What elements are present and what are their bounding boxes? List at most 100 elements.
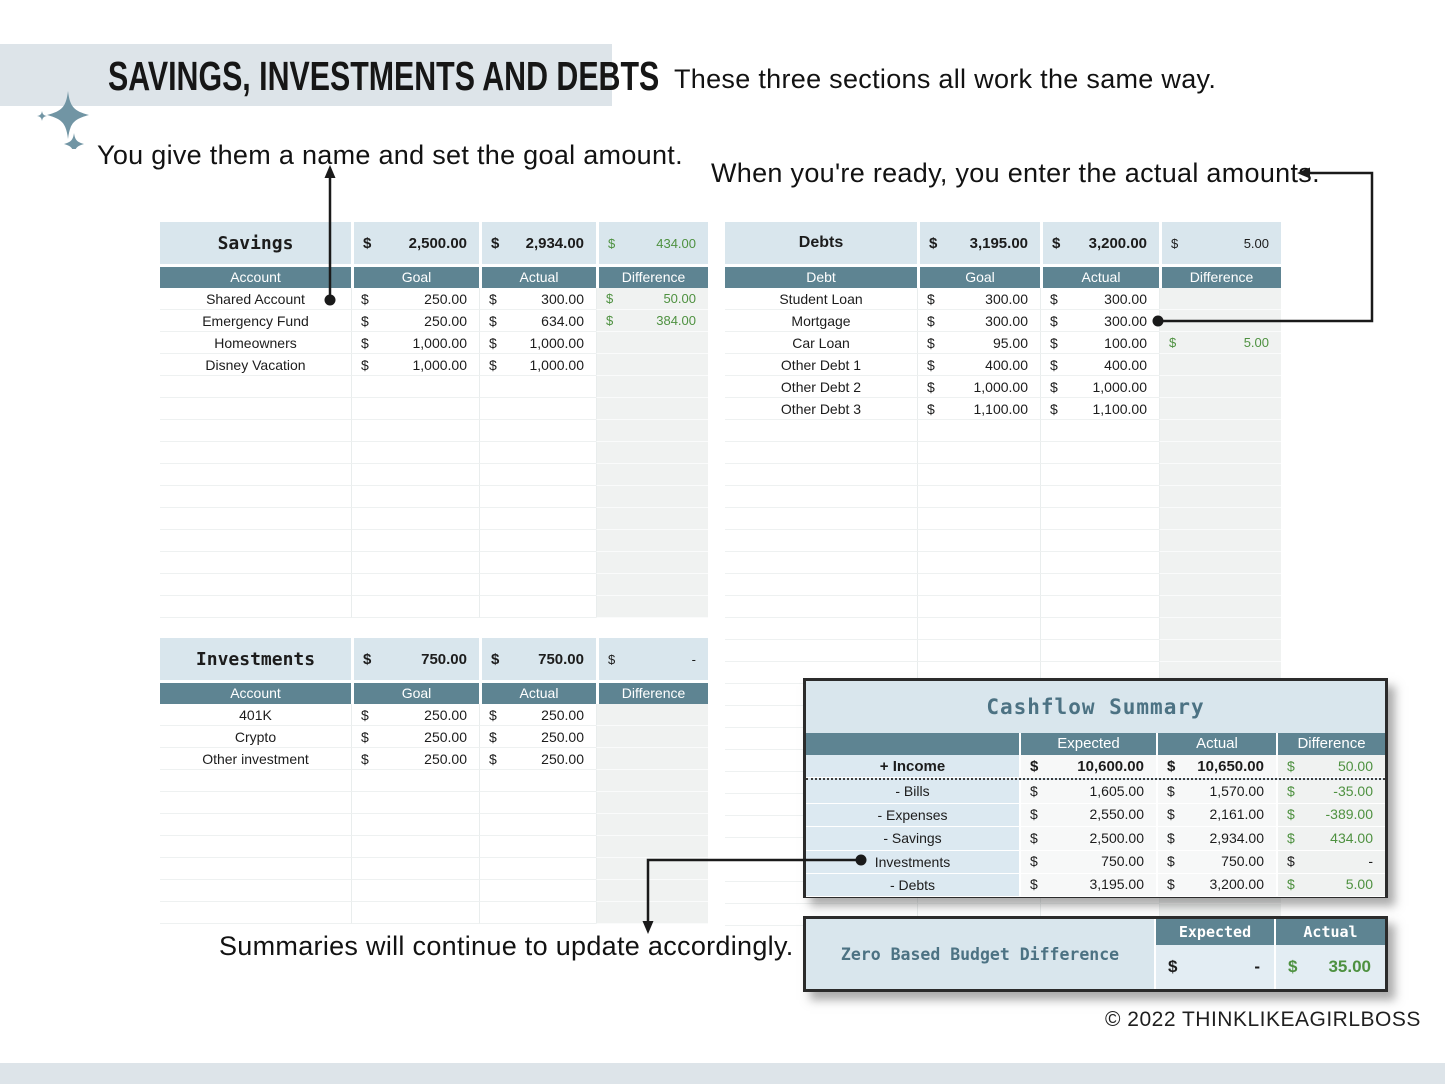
actual-cell[interactable]: $10,650.00: [1156, 755, 1276, 779]
empty-cell[interactable]: [160, 858, 351, 880]
actual-cell[interactable]: $400.00: [1040, 354, 1159, 376]
empty-cell[interactable]: [725, 442, 917, 464]
difference-cell[interactable]: $ -35.00: [1276, 780, 1385, 804]
empty-cell[interactable]: [351, 792, 479, 814]
empty-cell[interactable]: [1159, 640, 1281, 662]
empty-cell[interactable]: [596, 376, 708, 398]
empty-cell[interactable]: [479, 574, 596, 596]
goal-cell[interactable]: $1,000.00: [351, 332, 479, 354]
empty-cell[interactable]: [351, 376, 479, 398]
difference-cell[interactable]: $5.00: [1276, 873, 1385, 898]
difference-cell[interactable]: [596, 726, 708, 748]
empty-cell[interactable]: [596, 398, 708, 420]
empty-cell[interactable]: [160, 902, 351, 924]
actual-cell[interactable]: $100.00: [1040, 332, 1159, 354]
empty-cell[interactable]: [1159, 530, 1281, 552]
goal-cell[interactable]: $250.00: [351, 310, 479, 332]
empty-cell[interactable]: [479, 836, 596, 858]
empty-cell[interactable]: [160, 814, 351, 836]
empty-cell[interactable]: [596, 574, 708, 596]
empty-cell[interactable]: [351, 880, 479, 902]
empty-cell[interactable]: [596, 836, 708, 858]
empty-cell[interactable]: [725, 420, 917, 442]
empty-cell[interactable]: [1159, 552, 1281, 574]
empty-cell[interactable]: [917, 530, 1040, 552]
expected-cell[interactable]: $750.00: [1019, 850, 1156, 874]
row-label-cell[interactable]: Other investment: [160, 748, 351, 770]
difference-cell[interactable]: [596, 332, 708, 354]
actual-cell[interactable]: $2,161.00: [1156, 803, 1276, 828]
empty-cell[interactable]: [917, 596, 1040, 618]
empty-cell[interactable]: [725, 640, 917, 662]
empty-cell[interactable]: [479, 770, 596, 792]
goal-cell[interactable]: $1,100.00: [917, 398, 1040, 420]
actual-cell[interactable]: $750.00: [1156, 850, 1276, 874]
actual-cell[interactable]: $300.00: [479, 288, 596, 310]
difference-cell[interactable]: $ -389.00: [1276, 803, 1385, 828]
row-label-cell[interactable]: Other Debt 3: [725, 398, 917, 420]
difference-cell[interactable]: [1159, 376, 1281, 398]
row-label-cell[interactable]: Other Debt 1: [725, 354, 917, 376]
difference-cell[interactable]: [1159, 354, 1281, 376]
difference-cell[interactable]: $434.00: [1276, 827, 1385, 851]
empty-cell[interactable]: [917, 442, 1040, 464]
empty-cell[interactable]: [160, 792, 351, 814]
actual-cell[interactable]: $1,000.00: [479, 332, 596, 354]
empty-cell[interactable]: [1159, 618, 1281, 640]
empty-cell[interactable]: [596, 552, 708, 574]
empty-cell[interactable]: [479, 464, 596, 486]
empty-cell[interactable]: [160, 420, 351, 442]
row-label-cell[interactable]: Student Loan: [725, 288, 917, 310]
empty-cell[interactable]: [725, 486, 917, 508]
difference-cell[interactable]: [596, 748, 708, 770]
difference-cell[interactable]: $5.00: [1159, 332, 1281, 354]
empty-cell[interactable]: [160, 770, 351, 792]
empty-cell[interactable]: [351, 836, 479, 858]
empty-cell[interactable]: [351, 530, 479, 552]
difference-cell[interactable]: [596, 354, 708, 376]
empty-cell[interactable]: [596, 420, 708, 442]
empty-cell[interactable]: [160, 552, 351, 574]
empty-cell[interactable]: [917, 508, 1040, 530]
empty-cell[interactable]: [917, 618, 1040, 640]
empty-cell[interactable]: [479, 376, 596, 398]
empty-cell[interactable]: [596, 770, 708, 792]
empty-cell[interactable]: [160, 596, 351, 618]
empty-cell[interactable]: [1159, 508, 1281, 530]
goal-cell[interactable]: $95.00: [917, 332, 1040, 354]
empty-cell[interactable]: [596, 596, 708, 618]
empty-cell[interactable]: [160, 880, 351, 902]
empty-cell[interactable]: [596, 792, 708, 814]
empty-cell[interactable]: [479, 552, 596, 574]
empty-cell[interactable]: [160, 376, 351, 398]
empty-cell[interactable]: [725, 508, 917, 530]
empty-cell[interactable]: [1159, 574, 1281, 596]
empty-cell[interactable]: [596, 858, 708, 880]
empty-cell[interactable]: [351, 596, 479, 618]
empty-cell[interactable]: [160, 486, 351, 508]
row-label-cell[interactable]: Homeowners: [160, 332, 351, 354]
actual-cell[interactable]: $634.00: [479, 310, 596, 332]
empty-cell[interactable]: [1040, 508, 1159, 530]
actual-cell[interactable]: $3,200.00: [1156, 873, 1276, 898]
goal-cell[interactable]: $400.00: [917, 354, 1040, 376]
empty-cell[interactable]: [351, 902, 479, 924]
empty-cell[interactable]: [725, 618, 917, 640]
actual-cell[interactable]: $2,934.00: [1156, 827, 1276, 851]
row-label-cell[interactable]: Disney Vacation: [160, 354, 351, 376]
actual-cell[interactable]: $300.00: [1040, 288, 1159, 310]
actual-cell[interactable]: $1,100.00: [1040, 398, 1159, 420]
empty-cell[interactable]: [479, 420, 596, 442]
goal-cell[interactable]: $1,000.00: [351, 354, 479, 376]
empty-cell[interactable]: [1159, 464, 1281, 486]
empty-cell[interactable]: [479, 902, 596, 924]
empty-cell[interactable]: [351, 858, 479, 880]
actual-cell[interactable]: $1,000.00: [1040, 376, 1159, 398]
empty-cell[interactable]: [917, 640, 1040, 662]
empty-cell[interactable]: [596, 508, 708, 530]
empty-cell[interactable]: [596, 880, 708, 902]
expected-cell[interactable]: $1,605.00: [1019, 780, 1156, 804]
empty-cell[interactable]: [1040, 552, 1159, 574]
empty-cell[interactable]: [917, 420, 1040, 442]
empty-cell[interactable]: [351, 442, 479, 464]
